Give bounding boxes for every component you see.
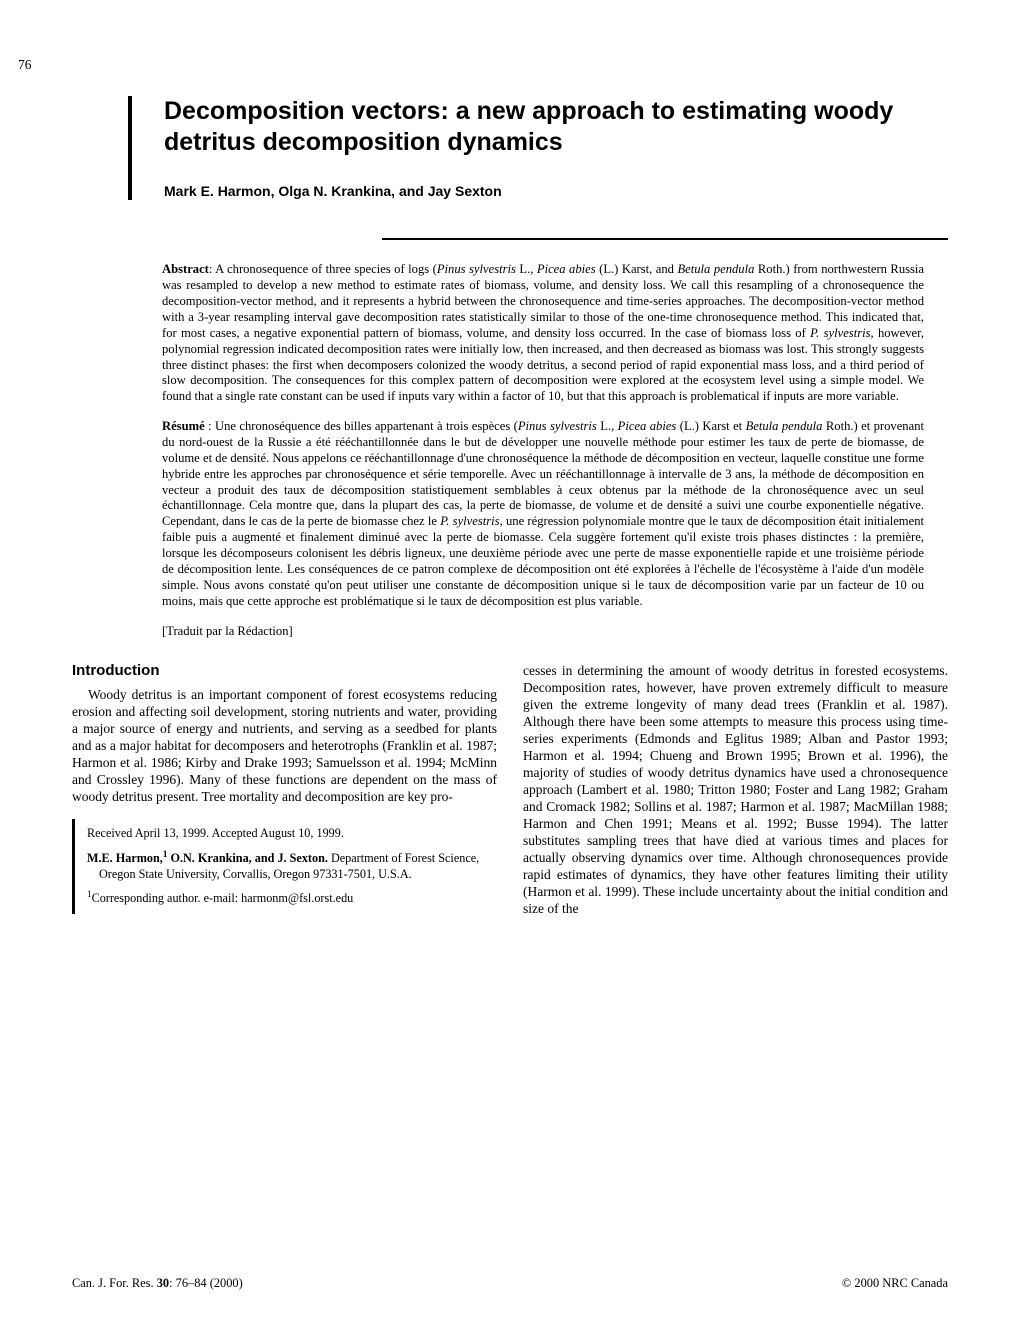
resume-text: L., (597, 419, 618, 433)
received-date: Received April 13, 1999. Accepted August… (87, 825, 497, 841)
title-block: Decomposition vectors: a new approach to… (128, 96, 948, 200)
translator-note: [Traduit par la Rédaction] (162, 623, 948, 639)
species: Betula pendula (677, 262, 754, 276)
column-right: cesses in determining the amount of wood… (523, 662, 948, 917)
resume-text: (L.) Karst et (676, 419, 745, 433)
species: Pinus sylvestris (437, 262, 516, 276)
species: Picea abies (537, 262, 596, 276)
resume-text: : Une chronoséquence des billes apparten… (205, 419, 518, 433)
species: Picea abies (618, 419, 677, 433)
species: Pinus sylvestris (518, 419, 597, 433)
authors: Mark E. Harmon, Olga N. Krankina, and Ja… (164, 183, 948, 201)
resume-label: Résumé (162, 419, 205, 433)
intro-continued: cesses in determining the amount of wood… (523, 662, 948, 917)
affil-author: M.E. Harmon, (87, 851, 163, 865)
abstract-fr: Résumé : Une chronoséquence des billes a… (162, 419, 924, 609)
abstract-text: L., (516, 262, 537, 276)
footer-pages: : 76–84 (2000) (169, 1276, 243, 1290)
column-left: Introduction Woody detritus is an import… (72, 662, 497, 917)
page-number: 76 (18, 56, 32, 73)
species: Betula pendula (746, 419, 823, 433)
divider-rule (382, 238, 948, 240)
footer-left: Can. J. For. Res. (72, 1276, 157, 1290)
footer-volume: 30 (157, 1276, 169, 1290)
intro-paragraph: Woody detritus is an important component… (72, 686, 497, 805)
species: P. sylvestris (440, 514, 499, 528)
journal-citation: Can. J. For. Res. 30: 76–84 (2000) (72, 1276, 243, 1292)
article-title: Decomposition vectors: a new approach to… (164, 96, 948, 159)
affil-author: O.N. Krankina, and J. Sexton. (167, 851, 328, 865)
author-affiliation: M.E. Harmon,1 O.N. Krankina, and J. Sext… (87, 848, 497, 882)
resume-text: Roth.) et provenant du nord-ouest de la … (162, 419, 924, 528)
abstract-text: (L.) Karst, and (596, 262, 678, 276)
corresponding-author: 1Corresponding author. e-mail: harmonm@f… (87, 888, 497, 906)
corr-text: Corresponding author. e-mail: harmonm@fs… (92, 891, 354, 905)
copyright: © 2000 NRC Canada (842, 1276, 948, 1292)
received-box: Received April 13, 1999. Accepted August… (72, 819, 497, 914)
page-footer: Can. J. For. Res. 30: 76–84 (2000) © 200… (72, 1276, 948, 1292)
abstract-block: Abstract: A chronosequence of three spec… (162, 262, 924, 609)
abstract-text: : A chronosequence of three species of l… (209, 262, 437, 276)
section-heading-introduction: Introduction (72, 662, 497, 681)
species: P. sylvestris (810, 326, 870, 340)
body-columns: Introduction Woody detritus is an import… (72, 662, 948, 917)
abstract-en: Abstract: A chronosequence of three spec… (162, 262, 924, 405)
abstract-label: Abstract (162, 262, 209, 276)
